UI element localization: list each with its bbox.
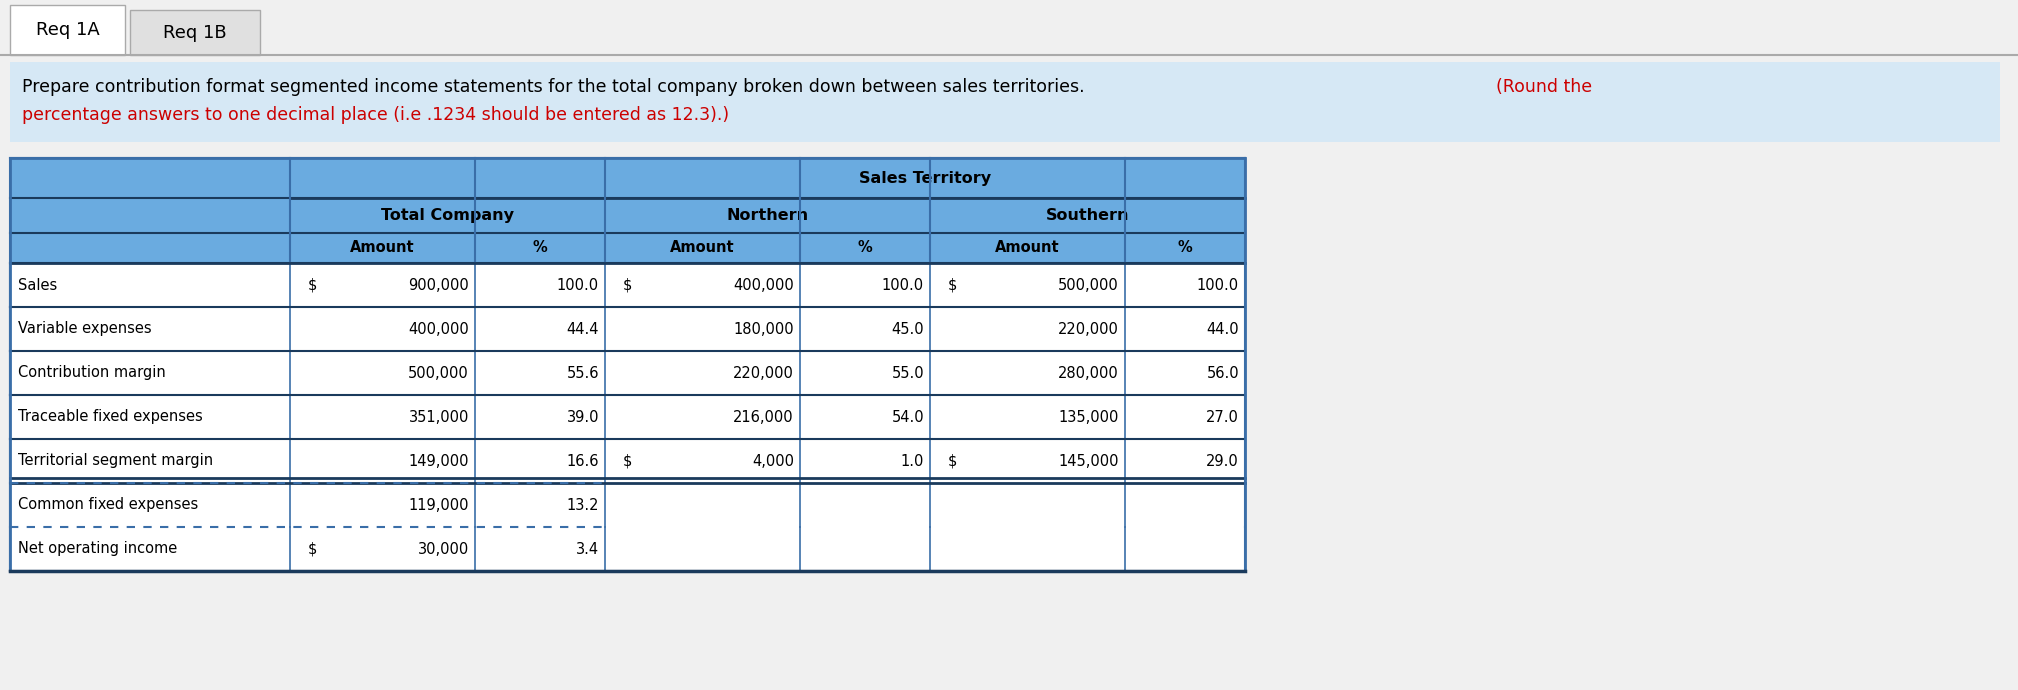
Text: $: $ bbox=[948, 453, 957, 469]
Text: 13.2: 13.2 bbox=[567, 497, 599, 513]
Text: 3.4: 3.4 bbox=[575, 542, 599, 557]
Text: 56.0: 56.0 bbox=[1207, 366, 1239, 380]
Text: Net operating income: Net operating income bbox=[18, 542, 178, 557]
Text: Prepare contribution format segmented income statements for the total company br: Prepare contribution format segmented in… bbox=[22, 78, 1090, 96]
Text: %: % bbox=[858, 241, 872, 255]
Text: 100.0: 100.0 bbox=[882, 277, 924, 293]
Text: 55.6: 55.6 bbox=[567, 366, 599, 380]
Bar bbox=[10, 158, 1245, 571]
Text: 29.0: 29.0 bbox=[1207, 453, 1239, 469]
Text: 45.0: 45.0 bbox=[892, 322, 924, 337]
Text: 55.0: 55.0 bbox=[892, 366, 924, 380]
Text: Variable expenses: Variable expenses bbox=[18, 322, 151, 337]
Text: Total Company: Total Company bbox=[381, 208, 515, 223]
Bar bbox=[129, 10, 260, 55]
Text: 119,000: 119,000 bbox=[408, 497, 468, 513]
Text: Northern: Northern bbox=[726, 208, 809, 223]
Text: 500,000: 500,000 bbox=[408, 366, 468, 380]
Text: $: $ bbox=[309, 542, 317, 557]
Text: (Round the: (Round the bbox=[1495, 78, 1592, 96]
Text: 4,000: 4,000 bbox=[753, 453, 793, 469]
Bar bbox=[10, 5, 125, 55]
Text: 351,000: 351,000 bbox=[408, 409, 468, 424]
Text: 500,000: 500,000 bbox=[1057, 277, 1120, 293]
Bar bbox=[10, 158, 1245, 571]
Text: Amount: Amount bbox=[670, 241, 735, 255]
Text: 180,000: 180,000 bbox=[733, 322, 793, 337]
Text: Req 1A: Req 1A bbox=[36, 21, 99, 39]
Text: Sales: Sales bbox=[18, 277, 57, 293]
Text: 16.6: 16.6 bbox=[567, 453, 599, 469]
Bar bbox=[10, 351, 1245, 395]
Bar bbox=[10, 62, 2000, 142]
Text: Amount: Amount bbox=[995, 241, 1059, 255]
Text: Southern: Southern bbox=[1045, 208, 1130, 223]
Text: Territorial segment margin: Territorial segment margin bbox=[18, 453, 214, 469]
Text: 400,000: 400,000 bbox=[733, 277, 793, 293]
Bar bbox=[10, 263, 1245, 307]
Bar bbox=[10, 439, 1245, 483]
Text: $: $ bbox=[624, 453, 632, 469]
Text: 400,000: 400,000 bbox=[408, 322, 468, 337]
Text: 220,000: 220,000 bbox=[1057, 322, 1120, 337]
Bar bbox=[605, 158, 1245, 198]
Bar bbox=[10, 198, 1245, 233]
Text: 100.0: 100.0 bbox=[1197, 277, 1239, 293]
Text: 145,000: 145,000 bbox=[1059, 453, 1120, 469]
Text: Common fixed expenses: Common fixed expenses bbox=[18, 497, 198, 513]
Text: $: $ bbox=[948, 277, 957, 293]
Text: Req 1B: Req 1B bbox=[163, 23, 226, 41]
Bar bbox=[10, 233, 1245, 263]
Bar bbox=[10, 483, 1245, 527]
Text: $: $ bbox=[624, 277, 632, 293]
Text: 149,000: 149,000 bbox=[408, 453, 468, 469]
Text: 1.0: 1.0 bbox=[900, 453, 924, 469]
Text: Contribution margin: Contribution margin bbox=[18, 366, 165, 380]
Text: %: % bbox=[533, 241, 547, 255]
Text: 220,000: 220,000 bbox=[733, 366, 793, 380]
Bar bbox=[10, 158, 605, 198]
Text: 54.0: 54.0 bbox=[892, 409, 924, 424]
Bar bbox=[10, 527, 1245, 571]
Text: %: % bbox=[1179, 241, 1193, 255]
Bar bbox=[10, 307, 1245, 351]
Bar bbox=[10, 395, 1245, 439]
Text: Sales Territory: Sales Territory bbox=[860, 170, 991, 186]
Text: 900,000: 900,000 bbox=[408, 277, 468, 293]
Text: Traceable fixed expenses: Traceable fixed expenses bbox=[18, 409, 202, 424]
Text: 280,000: 280,000 bbox=[1057, 366, 1120, 380]
Text: 44.4: 44.4 bbox=[567, 322, 599, 337]
Text: 44.0: 44.0 bbox=[1207, 322, 1239, 337]
Text: percentage answers to one decimal place (i.e .1234 should be entered as 12.3).): percentage answers to one decimal place … bbox=[22, 106, 728, 124]
Text: 135,000: 135,000 bbox=[1059, 409, 1120, 424]
Text: $: $ bbox=[309, 277, 317, 293]
Text: 39.0: 39.0 bbox=[567, 409, 599, 424]
Text: Amount: Amount bbox=[351, 241, 416, 255]
Text: 27.0: 27.0 bbox=[1207, 409, 1239, 424]
Text: 216,000: 216,000 bbox=[733, 409, 793, 424]
Text: 30,000: 30,000 bbox=[418, 542, 468, 557]
Text: 100.0: 100.0 bbox=[557, 277, 599, 293]
